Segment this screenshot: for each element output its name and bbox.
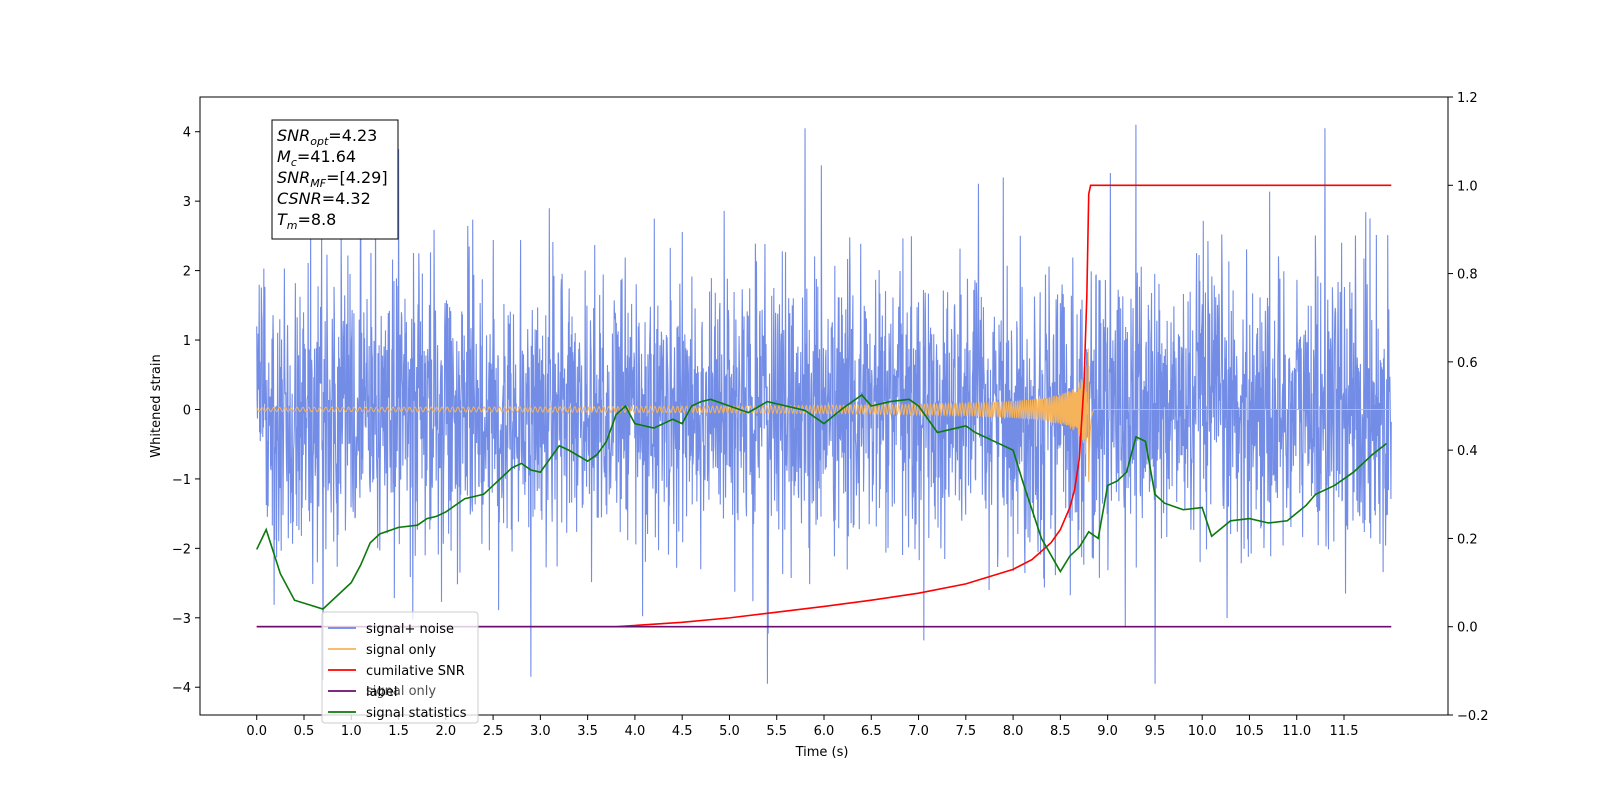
annotation-line: Mc=41.64 [277, 147, 356, 169]
x-tick-label: 10.5 [1235, 724, 1264, 739]
left-y-tick-label: 4 [183, 126, 191, 141]
x-tick-label: 1.5 [388, 724, 409, 739]
x-tick-label: 2.5 [483, 724, 504, 739]
x-tick-label: 1.0 [341, 724, 362, 739]
x-tick-label: 9.0 [1097, 724, 1118, 739]
x-tick-label: 8.5 [1050, 724, 1071, 739]
x-tick-label: 4.5 [672, 724, 693, 739]
x-tick-label: 10.0 [1188, 724, 1217, 739]
legend-frame [321, 611, 479, 724]
right-y-tick-label: 1.0 [1457, 179, 1478, 194]
right-y-tick-label: 0.8 [1457, 268, 1478, 283]
x-tick-label: 0.5 [294, 724, 315, 739]
left-y-tick-label: 3 [183, 195, 191, 210]
x-tick-label: 7.0 [908, 724, 929, 739]
left-y-tick-label: −3 [172, 612, 191, 627]
legend-label: signal only [366, 643, 436, 658]
x-tick-label: 5.5 [766, 724, 787, 739]
x-tick-label: 9.5 [1145, 724, 1166, 739]
legend-label: cumilative SNR [366, 664, 465, 679]
right-y-tick-label: 0.2 [1457, 532, 1478, 547]
series-signal-statistics [256, 393, 1388, 610]
right-y-tick-label: 0.6 [1457, 356, 1478, 371]
right-y-tick-label: −0.2 [1457, 709, 1489, 724]
left-y-tick-label: 0 [183, 403, 191, 418]
legend-label: signal+ noise [366, 622, 454, 637]
left-y-tick-label: 1 [183, 334, 191, 349]
series-signal-only [256, 348, 1392, 483]
annotation-line: CSNR=4.32 [277, 189, 371, 208]
left-y-tick-label: −1 [172, 473, 191, 488]
x-axis-ticks: 0.0 0.5 1.0 1.5 2.0 2.5 3.0 3.5 4.0 4.5 5.0 5.5 6.0 6… [246, 715, 1358, 739]
x-tick-label: 6.0 [814, 724, 835, 739]
x-tick-label: 7.5 [955, 724, 976, 739]
x-tick-label: 4.0 [625, 724, 646, 739]
left-y-axis-ticks: −4 −3 −2 −1 0 1 2 3 4 [172, 126, 200, 696]
legend-label: label [366, 685, 397, 700]
x-tick-label: 8.0 [1003, 724, 1024, 739]
left-y-tick-label: 2 [183, 265, 191, 280]
legend-label: signal statistics [366, 706, 467, 721]
x-tick-label: 5.0 [719, 724, 740, 739]
right-y-tick-label: 0.4 [1457, 444, 1478, 459]
right-y-tick-label: 0.0 [1457, 621, 1478, 636]
right-y-tick-label: 1.2 [1457, 91, 1478, 106]
signal-noise-series [256, 124, 1392, 684]
annotation-line: SNRopt=4.23 [277, 126, 377, 148]
x-tick-label: 11.5 [1330, 724, 1359, 739]
right-y-axis-ticks: −0.2 0.0 0.2 0.4 0.6 0.8 1.0 1.2 [1448, 91, 1489, 724]
x-tick-label: 11.0 [1282, 724, 1311, 739]
x-tick-label: 0.0 [246, 724, 267, 739]
annotation-line: Tm=8.8 [277, 210, 336, 232]
legend-ghost-text: signal only [366, 684, 436, 699]
left-y-tick-label: −4 [172, 681, 191, 696]
series-signal-noise [256, 124, 1392, 684]
x-tick-label: 6.5 [861, 724, 882, 739]
left-y-tick-label: −2 [172, 542, 191, 557]
x-tick-label: 3.0 [530, 724, 551, 739]
legend: signal only signal+ noise signal only cumil… [321, 611, 479, 724]
annotation-line: SNRMF=[4.29] [277, 168, 388, 190]
x-axis-label: Time (s) [795, 745, 849, 760]
annotation-frame [271, 119, 399, 240]
x-tick-label: 2.0 [435, 724, 456, 739]
x-tick-label: 3.5 [577, 724, 598, 739]
series-cumulative-snr [256, 184, 1392, 628]
annotation-box: SNRopt=4.23Mc=41.64SNRMF=[4.29]CSNR=4.32… [271, 119, 399, 240]
y-axis-label-left: Whitened strain [149, 354, 164, 457]
